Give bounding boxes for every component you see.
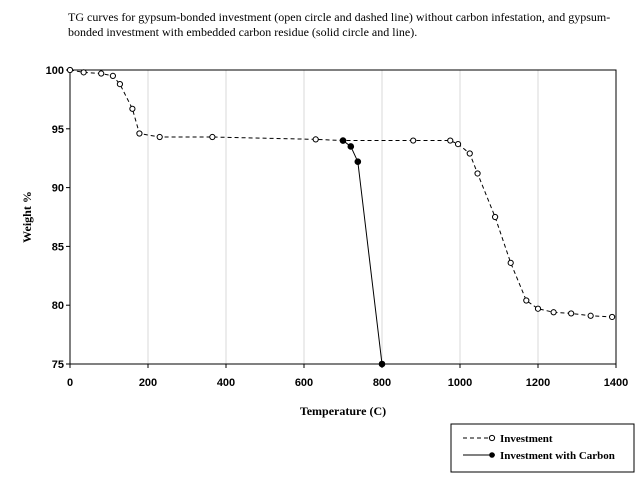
data-point-0 — [129, 105, 136, 112]
legend: Investment Investment with Carbon — [450, 423, 635, 473]
series-group — [66, 66, 616, 368]
legend-box — [450, 423, 635, 473]
y-axis-title: Weight % — [20, 191, 34, 243]
chart-caption: TG curves for gypsum-bonded investment (… — [68, 10, 611, 39]
legend-marker-carbon — [489, 452, 495, 458]
data-point-0 — [447, 137, 454, 144]
data-point-0 — [156, 133, 163, 141]
data-point-0 — [209, 133, 216, 141]
data-point-1 — [378, 360, 386, 368]
data-point-0 — [116, 81, 124, 88]
series-line-1 — [342, 140, 383, 365]
plot-frame — [69, 69, 617, 365]
data-point-0 — [136, 130, 143, 137]
data-point-0 — [109, 72, 117, 79]
x-tick-label: 600 — [295, 377, 313, 389]
legend-label-carbon: Investment with Carbon — [500, 450, 615, 462]
data-point-0 — [534, 305, 542, 312]
x-tick-label: 1200 — [526, 377, 550, 389]
x-axis-title: Temperature (C) — [300, 404, 386, 418]
x-tick-label: 1000 — [448, 377, 472, 389]
data-point-1 — [347, 143, 355, 150]
data-point-0 — [466, 150, 473, 157]
legend-marker-investment — [488, 434, 496, 442]
data-point-0 — [454, 140, 462, 148]
y-tick-label: 80 — [52, 300, 64, 312]
data-point-0 — [568, 310, 575, 317]
y-tick-label: 85 — [52, 241, 64, 253]
x-tick-label: 200 — [139, 377, 157, 389]
data-point-0 — [609, 313, 616, 321]
data-point-0 — [312, 136, 319, 143]
data-point-1 — [339, 137, 347, 144]
x-tick-label: 400 — [217, 377, 235, 389]
data-point-0 — [98, 70, 105, 77]
data-point-0 — [550, 309, 557, 316]
data-point-0 — [492, 213, 499, 221]
x-tick-label: 1400 — [604, 377, 628, 389]
y-tick-label: 100 — [46, 65, 64, 77]
data-point-0 — [523, 297, 530, 304]
axis-ticks: 0 200 400 600 800 1000 1200 1400 75 80 85 90 95 100 — [46, 65, 629, 389]
data-point-0 — [507, 259, 514, 266]
x-tick-label: 0 — [67, 377, 73, 389]
y-tick-label: 95 — [52, 124, 64, 136]
grid-lines — [147, 70, 539, 364]
data-point-0 — [66, 66, 74, 74]
y-tick-label: 90 — [52, 183, 64, 195]
data-point-1 — [354, 158, 362, 166]
data-point-0 — [80, 69, 87, 76]
data-point-0 — [410, 137, 417, 144]
series-line-0 — [69, 69, 613, 318]
data-point-0 — [474, 170, 481, 177]
x-tick-label: 800 — [373, 377, 391, 389]
legend-label-investment: Investment — [500, 433, 553, 445]
data-point-0 — [587, 312, 594, 319]
y-tick-label: 75 — [52, 359, 64, 371]
